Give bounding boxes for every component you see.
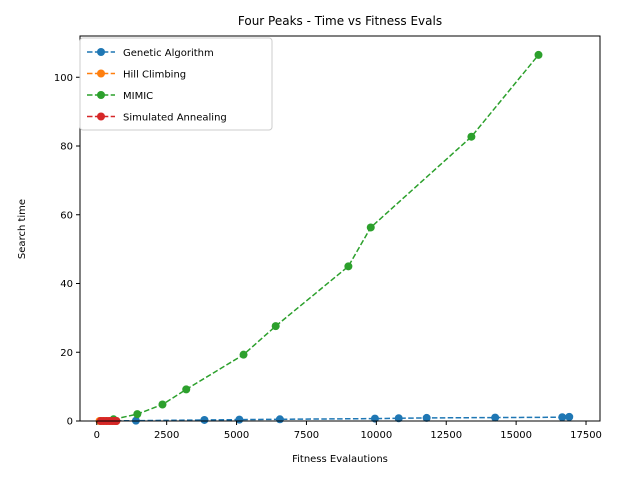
series-line [113, 54, 540, 421]
data-point [200, 415, 209, 424]
legend-label: Genetic Algorithm [123, 48, 214, 59]
legend-swatch-marker [97, 91, 105, 99]
legend-item: MIMIC [87, 91, 153, 102]
y-tick-label: 60 [60, 210, 73, 221]
plot-area [79, 35, 601, 425]
data-point [558, 413, 567, 422]
data-point [491, 413, 500, 422]
data-point [565, 412, 574, 421]
x-axis: 0 2500 5000 7500 10000 12500 15000 17500 [94, 421, 602, 441]
y-tick-label: 20 [60, 348, 73, 359]
data-point [366, 223, 375, 232]
legend-swatch-marker [97, 112, 105, 121]
legend-swatch-marker [97, 48, 105, 56]
x-tick-label: 7500 [294, 430, 319, 441]
data-point [344, 262, 353, 271]
x-tick-label: 12500 [430, 430, 462, 441]
legend-item: Simulated Annealing [87, 112, 227, 124]
x-tick-label: 5000 [224, 430, 249, 441]
data-point [422, 413, 431, 422]
data-point [534, 50, 543, 59]
x-tick-label: 2500 [154, 430, 179, 441]
data-point [275, 415, 284, 424]
data-point [182, 385, 191, 394]
legend-item: Hill Climbing [87, 69, 186, 81]
x-tick-label: 15000 [500, 430, 532, 441]
legend-label: MIMIC [123, 91, 153, 102]
data-point [271, 322, 280, 331]
data-point [394, 414, 403, 423]
y-tick-label: 80 [60, 142, 73, 153]
y-axis: 0 20 40 60 80 100 [54, 73, 80, 428]
data-point [239, 350, 248, 359]
legend-label: Hill Climbing [123, 70, 186, 81]
x-tick-label: 17500 [570, 430, 602, 441]
x-tick-label: 0 [94, 430, 100, 441]
series-line [100, 416, 570, 422]
series-0 [96, 412, 574, 425]
plot-frame [79, 35, 601, 422]
legend-swatch-marker [97, 69, 105, 78]
legend-item: Genetic Algorithm [87, 48, 214, 59]
legend-label: Simulated Annealing [123, 113, 227, 124]
data-point [235, 415, 244, 424]
legend: Genetic Algorithm Hill Climbing MIMIC Simul… [79, 37, 273, 131]
x-axis-label: Fitness Evalautions [292, 454, 388, 465]
chart-title: Four Peaks - Time vs Fitness Evals [238, 14, 442, 28]
series-2 [109, 50, 543, 424]
data-point [467, 132, 476, 141]
data-point [158, 400, 167, 409]
y-axis-label: Search time [17, 199, 28, 259]
y-tick-label: 100 [54, 73, 73, 84]
legend-box [79, 37, 273, 131]
x-tick-label: 10000 [360, 430, 392, 441]
y-tick-label: 40 [60, 279, 73, 290]
data-point [133, 410, 142, 419]
y-tick-label: 0 [67, 417, 73, 428]
